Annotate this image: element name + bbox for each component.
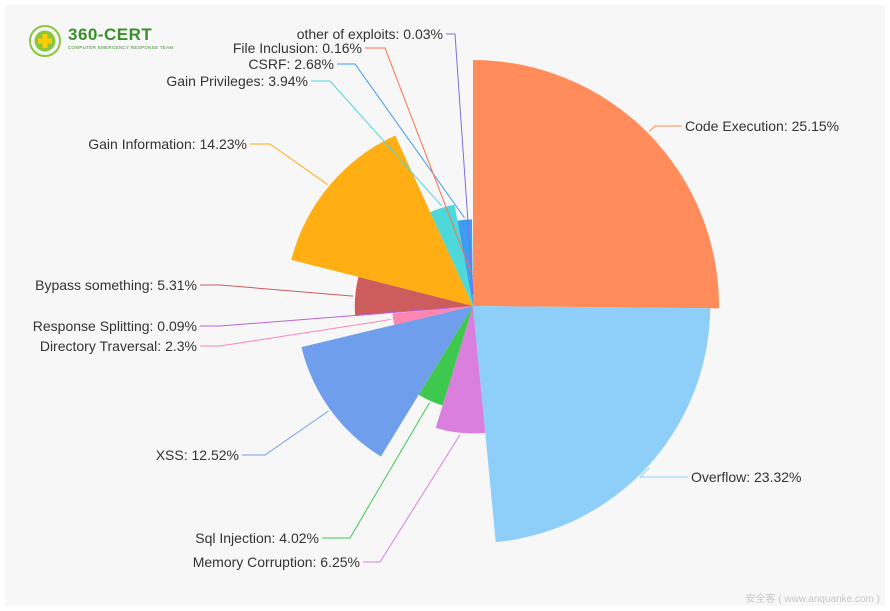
slice-gain-information[interactable] <box>291 135 473 306</box>
slice-bypass-something[interactable] <box>354 276 473 317</box>
label-overflow: Overflow: 23.32% <box>691 469 802 485</box>
label-file-inclusion: File Inclusion: 0.16% <box>233 40 362 56</box>
leader-line-response-splitting <box>200 307 450 327</box>
leader-line-code-execution <box>648 125 682 132</box>
chart-leader-lines <box>200 33 688 563</box>
slice-code-execution[interactable] <box>473 60 719 309</box>
label-other-of-exploits: other of exploits: 0.03% <box>297 26 443 42</box>
label-memory-corruption: Memory Corruption: 6.25% <box>193 554 360 570</box>
leader-line-directory-traversal <box>200 318 392 347</box>
leader-line-csrf <box>337 63 465 219</box>
logo-name: 360-CERT <box>68 25 153 44</box>
slice-overflow[interactable] <box>473 306 711 543</box>
slice-gain-privileges[interactable] <box>430 204 473 306</box>
leader-line-gain-information <box>250 143 328 185</box>
slice-memory-corruption[interactable] <box>435 306 486 434</box>
slice-directory-traversal[interactable] <box>392 306 473 325</box>
label-sql-injection: Sql Injection: 4.02% <box>195 530 319 546</box>
globe-cross-icon <box>29 25 61 57</box>
logo: 360-CERT COMPUTER EMERGENCY RESPONSE TEA… <box>28 22 188 62</box>
label-gain-information: Gain Information: 14.23% <box>88 136 247 152</box>
label-gain-privileges: Gain Privileges: 3.94% <box>166 73 308 89</box>
label-response-splitting: Response Splitting: 0.09% <box>33 318 197 334</box>
chart-labels: Code Execution: 25.15% Overflow: 23.32% Me… <box>33 26 839 570</box>
label-bypass-something: Bypass something: 5.31% <box>35 277 197 293</box>
slice-xss[interactable] <box>301 306 473 457</box>
leader-line-xss <box>242 410 329 456</box>
leader-line-memory-corruption <box>363 434 461 563</box>
leader-line-other-of-exploits <box>446 33 474 295</box>
leader-line-overflow <box>638 467 688 478</box>
chart-slices <box>291 60 719 543</box>
leader-line-file-inclusion <box>365 47 474 278</box>
label-csrf: CSRF: 2.68% <box>248 56 334 72</box>
leader-line-gain-privileges <box>311 80 442 207</box>
slice-response-splitting[interactable] <box>451 306 473 308</box>
leader-line-bypass-something <box>200 284 354 297</box>
logo-subtitle: COMPUTER EMERGENCY RESPONSE TEAM <box>68 45 174 50</box>
label-xss: XSS: 12.52% <box>156 447 239 463</box>
label-code-execution: Code Execution: 25.15% <box>685 118 839 134</box>
label-directory-traversal: Directory Traversal: 2.3% <box>40 338 197 354</box>
watermark: 安全客 ( www.anquanke.com ) <box>745 594 881 605</box>
leader-line-sql-injection <box>322 402 430 539</box>
slice-sql-injection[interactable] <box>418 306 473 406</box>
